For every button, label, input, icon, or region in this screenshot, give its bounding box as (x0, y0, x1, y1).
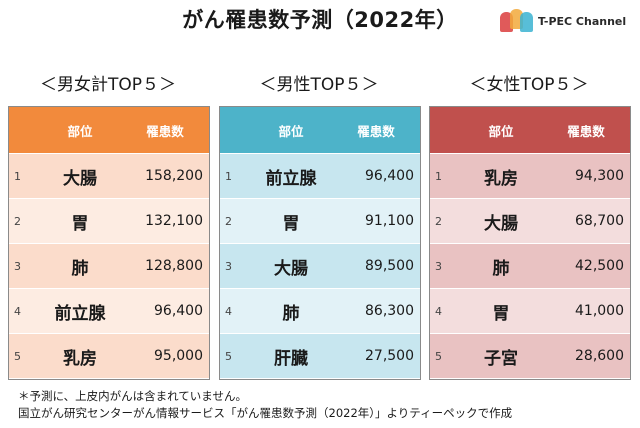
site-header: 部位 (278, 123, 304, 139)
site-cell: 肺 (282, 303, 300, 324)
site-cell: 胃 (71, 213, 89, 234)
ranking-table-total: 部位 罹患数 1 大腸 158,200 2 胃 132,100 3 肺 128,800 4 前立腺 96,… (8, 106, 210, 380)
site-cell: 肺 (492, 258, 510, 279)
table-row: 4 肺 86,300 (220, 288, 420, 333)
table-row: 2 胃 91,100 (220, 198, 420, 243)
logo-text: T-PEC Channel (538, 14, 627, 28)
rank-cell: 5 (14, 349, 21, 363)
count-cell: 28,600 (575, 348, 624, 364)
rank-cell: 2 (435, 214, 442, 228)
count-cell: 128,800 (145, 258, 203, 274)
count-cell: 158,200 (145, 168, 203, 184)
table-row: 3 肺 128,800 (9, 243, 209, 288)
page-title: がん罹患数予測（2022年） (182, 8, 458, 32)
rank-cell: 5 (435, 349, 442, 363)
section-title-female: ＜女性TOP５＞ (469, 75, 589, 95)
rank-cell: 2 (225, 214, 232, 228)
site-cell: 前立腺 (54, 303, 106, 324)
site-cell: 子宮 (484, 348, 518, 369)
table-header: 部位 罹患数 (9, 107, 209, 153)
rank-header (9, 107, 39, 153)
t-pec-channel-logo: T-PEC Channel (500, 6, 634, 36)
site-cell: 大腸 (484, 213, 518, 234)
site-header: 部位 (488, 123, 514, 139)
rank-header (430, 107, 460, 153)
table-row: 5 乳房 95,000 (9, 333, 209, 378)
count-cell: 132,100 (145, 213, 203, 229)
rank-cell: 1 (435, 169, 442, 183)
table-row: 2 胃 132,100 (9, 198, 209, 243)
ranking-table-female: 部位 罹患数 1 乳房 94,300 2 大腸 68,700 3 肺 42,500 4 胃 41,000 5… (429, 106, 631, 380)
table-row: 1 前立腺 96,400 (220, 153, 420, 198)
table-header: 部位 罹患数 (220, 107, 420, 153)
table-row: 3 肺 42,500 (430, 243, 630, 288)
rank-cell: 2 (14, 214, 21, 228)
count-header: 罹患数 (146, 123, 184, 139)
table-row: 2 大腸 68,700 (430, 198, 630, 243)
table-row: 3 大腸 89,500 (220, 243, 420, 288)
rank-cell: 1 (225, 169, 232, 183)
count-cell: 86,300 (365, 303, 414, 319)
rank-header (220, 107, 250, 153)
count-cell: 89,500 (365, 258, 414, 274)
site-cell: 乳房 (484, 168, 518, 189)
rank-cell: 4 (225, 304, 232, 318)
table-row: 5 肝臓 27,500 (220, 333, 420, 378)
count-header: 罹患数 (357, 123, 395, 139)
footnote: ＊予測に、上皮内がんは含まれていません。 (18, 389, 247, 403)
site-cell: 胃 (282, 213, 300, 234)
count-cell: 68,700 (575, 213, 624, 229)
section-title-male: ＜男性TOP５＞ (259, 75, 379, 95)
count-cell: 94,300 (575, 168, 624, 184)
table-row: 4 前立腺 96,400 (9, 288, 209, 333)
table-header: 部位 罹患数 (430, 107, 630, 153)
table-row: 4 胃 41,000 (430, 288, 630, 333)
site-cell: 大腸 (274, 258, 308, 279)
table-row: 1 大腸 158,200 (9, 153, 209, 198)
count-cell: 91,100 (365, 213, 414, 229)
rank-cell: 1 (14, 169, 21, 183)
t-pec-logo-icon (500, 9, 534, 33)
section-title-total: ＜男女計TOP５＞ (39, 75, 177, 95)
ranking-table-male: 部位 罹患数 1 前立腺 96,400 2 胃 91,100 3 大腸 89,500 4 肺 86,300… (219, 106, 421, 380)
table-row: 1 乳房 94,300 (430, 153, 630, 198)
source-note: 国立がん研究センターがん情報サービス「がん罹患数予測（2022年）」よりティーペ… (18, 406, 513, 420)
rank-cell: 5 (225, 349, 232, 363)
site-cell: 前立腺 (265, 168, 317, 189)
count-cell: 96,400 (154, 303, 203, 319)
count-cell: 27,500 (365, 348, 414, 364)
rank-cell: 4 (14, 304, 21, 318)
rank-cell: 3 (225, 259, 232, 273)
site-cell: 胃 (492, 303, 510, 324)
site-cell: 乳房 (63, 348, 97, 369)
count-header: 罹患数 (567, 123, 605, 139)
count-cell: 95,000 (154, 348, 203, 364)
site-cell: 肝臓 (274, 348, 308, 369)
count-cell: 42,500 (575, 258, 624, 274)
site-header: 部位 (67, 123, 93, 139)
count-cell: 41,000 (575, 303, 624, 319)
count-cell: 96,400 (365, 168, 414, 184)
rank-cell: 4 (435, 304, 442, 318)
table-row: 5 子宮 28,600 (430, 333, 630, 378)
rank-cell: 3 (14, 259, 21, 273)
site-cell: 肺 (71, 258, 89, 279)
site-cell: 大腸 (63, 168, 97, 189)
rank-cell: 3 (435, 259, 442, 273)
